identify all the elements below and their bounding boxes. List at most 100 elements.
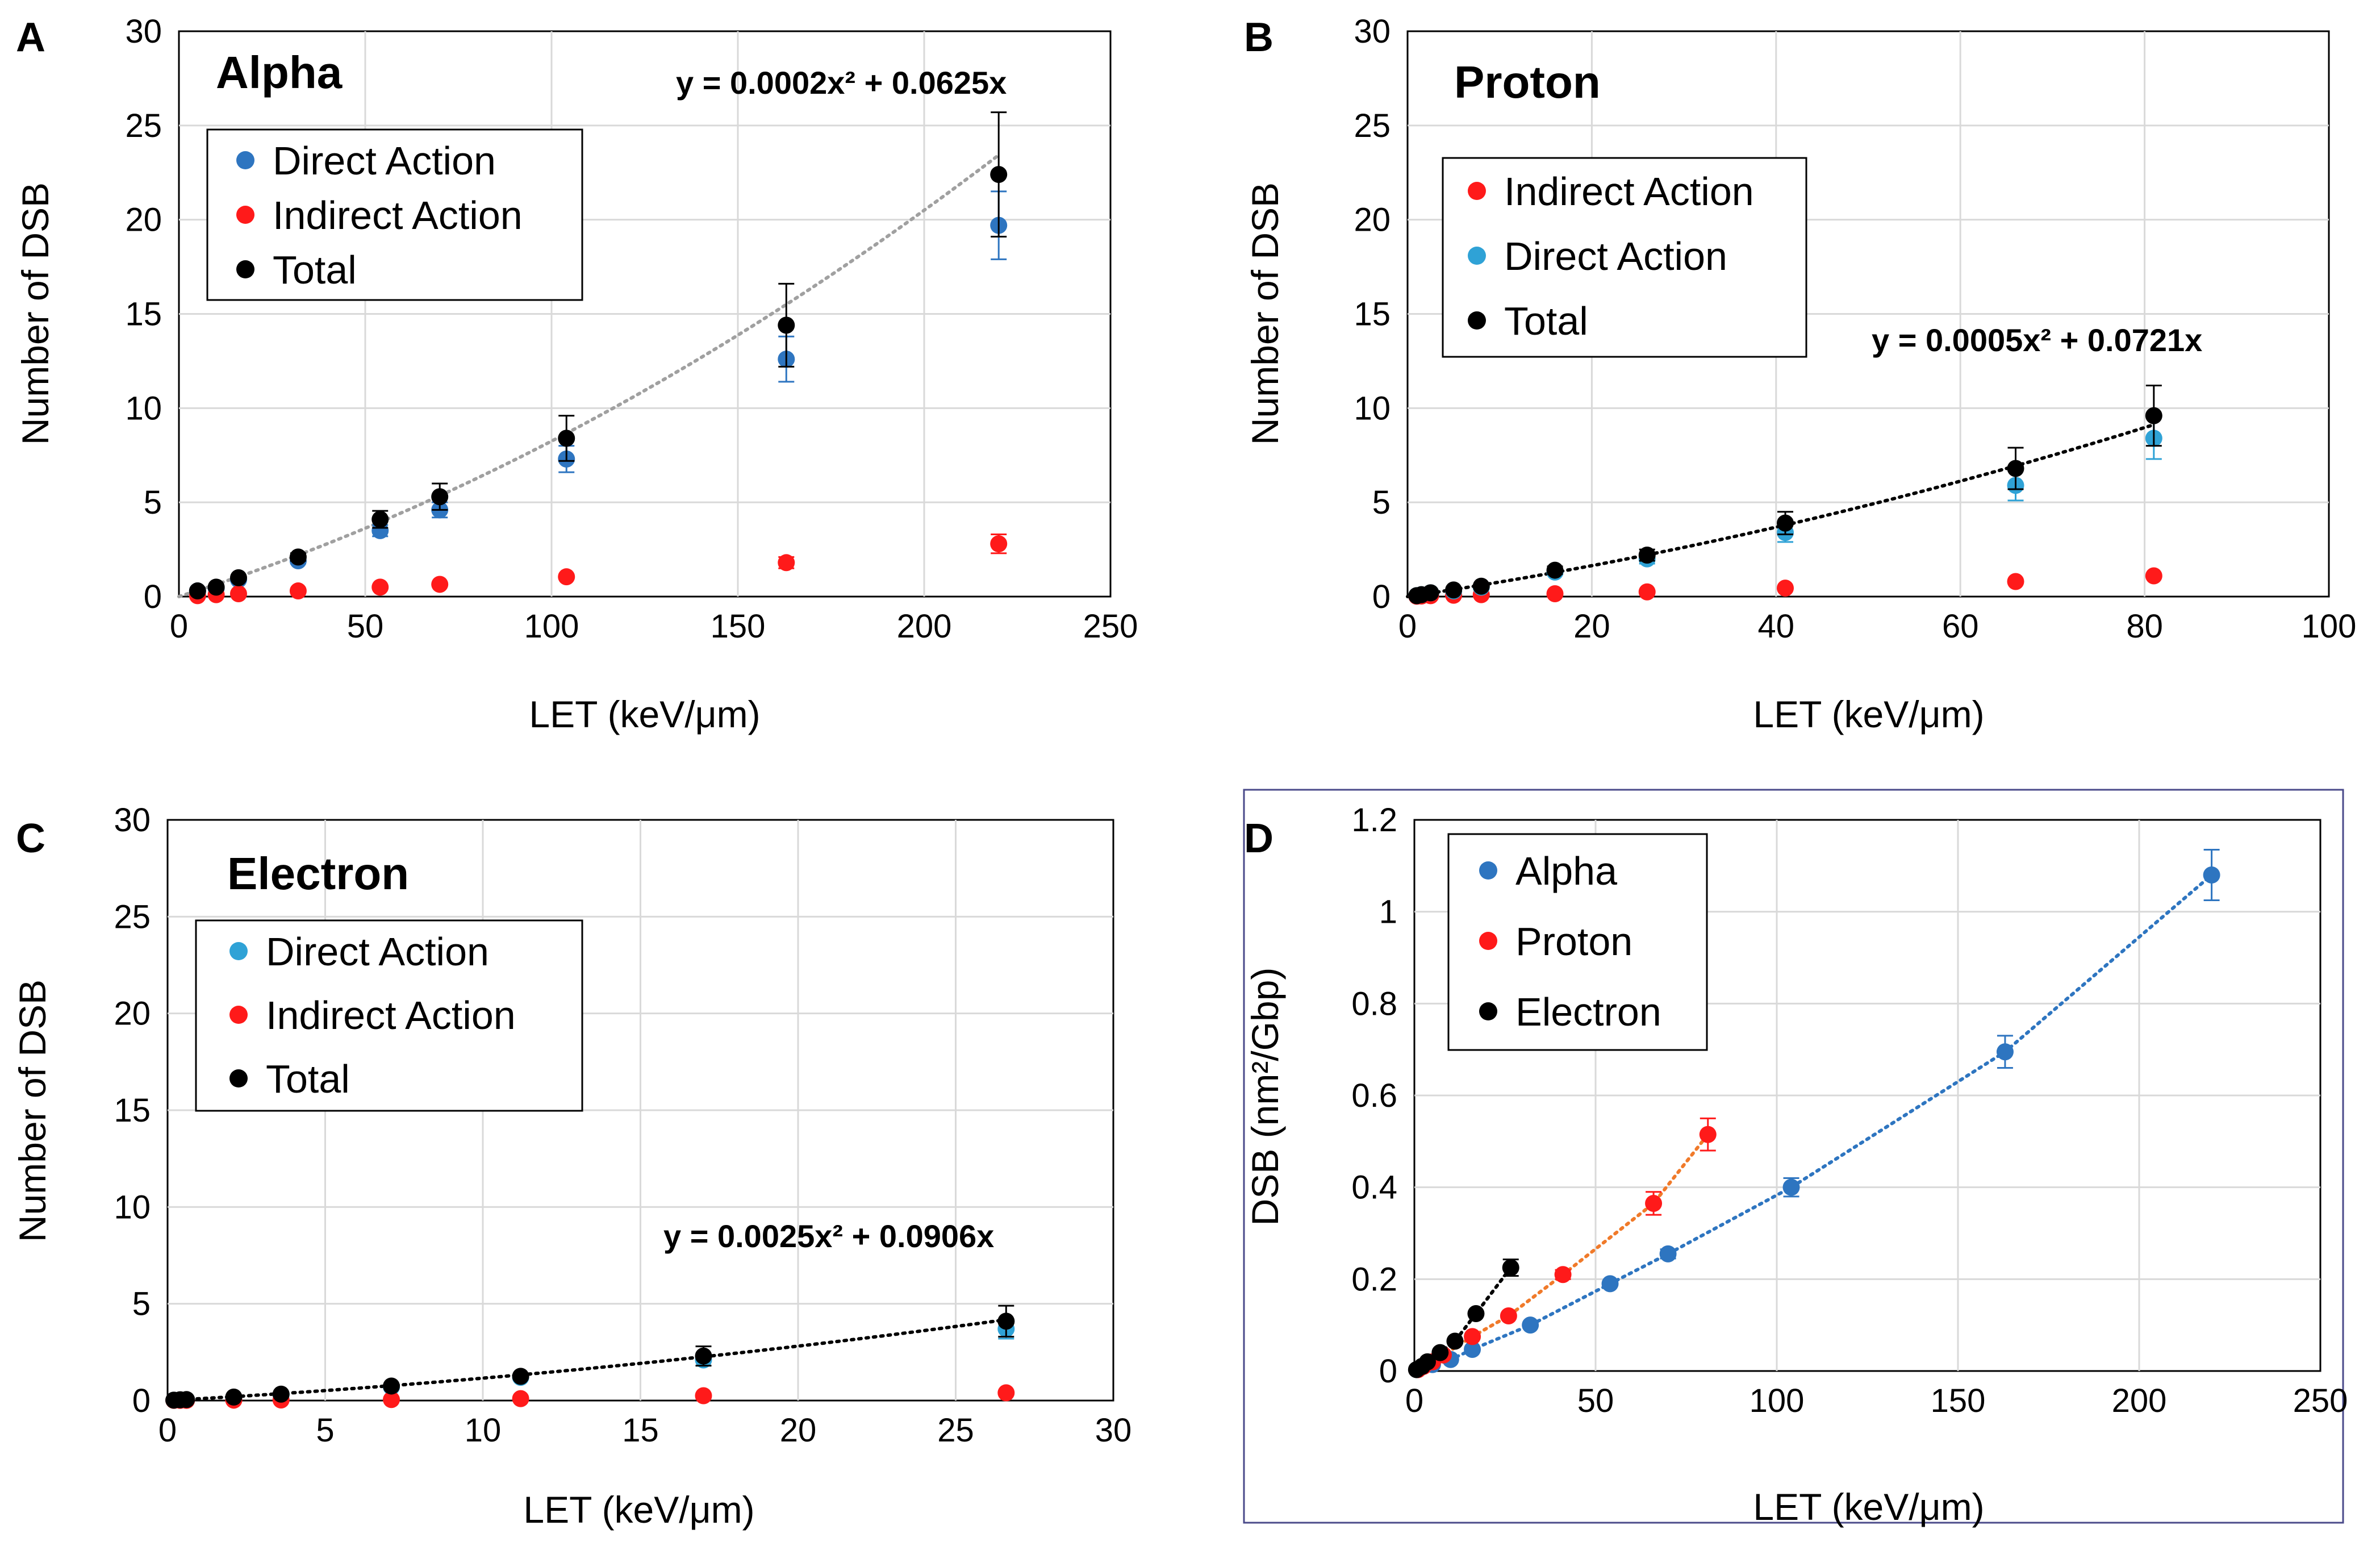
y-tick-label-d: 0	[1379, 1353, 1397, 1390]
data-point-a-indirect-action	[371, 578, 389, 596]
x-tick-label-b: 80	[2126, 608, 2163, 645]
y-tick-label-c: 5	[132, 1286, 151, 1323]
x-tick-label-b: 40	[1758, 608, 1795, 645]
data-point-b-indirect-action	[1777, 580, 1794, 597]
y-tick-label-b: 25	[1354, 107, 1391, 144]
data-point-b-indirect-action	[2145, 567, 2162, 585]
panel-c: C 0 5 10 15 20 25 30 0 5 10 15 20 25 30 Electron y = …	[11, 802, 1131, 1531]
data-point-d-alpha	[1522, 1316, 1539, 1334]
data-point-d-alpha	[1601, 1275, 1619, 1293]
data-point-d-electron	[1431, 1344, 1449, 1361]
fit-equation-b: y = 0.0005x² + 0.0721x	[1872, 322, 2202, 358]
legend-box-c	[195, 919, 583, 1112]
data-point-d-alpha	[1464, 1341, 1481, 1359]
fit-curve-c	[166, 1318, 1008, 1402]
y-tick-label-b: 10	[1354, 390, 1391, 427]
legend-box-a	[206, 128, 583, 301]
legend-label-d-0: Alpha	[1515, 849, 1617, 893]
y-tick-label-b: 30	[1354, 13, 1391, 50]
legend-marker-a-0	[236, 151, 254, 169]
x-tick-label-d: 250	[2293, 1382, 2348, 1419]
data-point-b-total	[1422, 584, 1439, 602]
legend-marker-c-0	[229, 942, 248, 960]
data-point-a-total	[189, 582, 206, 600]
legend-marker-d-2	[1479, 1002, 1497, 1020]
data-points-c	[165, 1305, 1015, 1409]
legend-label-b-1: Direct Action	[1504, 234, 1727, 278]
data-point-d-proton	[1554, 1266, 1572, 1284]
panel-title-a: Alpha	[216, 47, 343, 98]
data-points-b	[1408, 385, 2162, 605]
y-tick-label-b: 20	[1354, 202, 1391, 239]
data-point-c-total	[997, 1312, 1015, 1330]
fit-equation-c: y = 0.0025x² + 0.0906x	[663, 1218, 994, 1254]
panel-letter-a: A	[16, 15, 45, 60]
data-point-a-indirect-action	[990, 535, 1008, 553]
x-tick-label-c: 20	[780, 1412, 817, 1449]
data-point-d-alpha	[1659, 1245, 1677, 1262]
tick-labels-c: 0 5 10 15 20 25 30 0 5 10 15 20 25 30	[114, 802, 1131, 1449]
legend-c: Direct Action Indirect Action Total	[195, 919, 583, 1112]
panel-title-c: Electron	[227, 848, 409, 899]
y-tick-label-d: 0.8	[1351, 985, 1397, 1022]
legend-d: Alpha Proton Electron	[1447, 833, 1708, 1051]
x-tick-label-c: 15	[622, 1412, 659, 1449]
y-tick-label-a: 25	[125, 107, 162, 144]
y-tick-label-a: 20	[125, 202, 162, 239]
data-point-d-electron	[1418, 1353, 1436, 1370]
legend-label-a-1: Indirect Action	[273, 193, 523, 237]
y-tick-label-c: 20	[114, 995, 151, 1032]
data-point-a-total	[431, 488, 449, 506]
gridlines-a	[179, 31, 1110, 597]
legend-marker-d-0	[1479, 861, 1497, 880]
x-tick-label-b: 60	[1942, 608, 1979, 645]
fit-curves-a	[177, 153, 1001, 598]
legend-marker-c-2	[229, 1069, 248, 1087]
y-tick-label-c: 0	[132, 1382, 151, 1419]
x-tick-label-d: 200	[2112, 1382, 2167, 1419]
data-point-b-total	[1638, 547, 1656, 564]
data-point-a-indirect-action	[778, 554, 795, 572]
x-tick-label-c: 0	[158, 1412, 177, 1449]
legend-label-c-0: Direct Action	[266, 930, 489, 974]
legend-b: Indirect Action Direct Action Total	[1442, 157, 1807, 358]
x-tick-label-d: 100	[1749, 1382, 1805, 1419]
y-axis-label-b: Number of DSB	[1244, 182, 1286, 445]
legend-label-b-0: Indirect Action	[1504, 169, 1754, 214]
y-tick-label-d: 1.2	[1351, 802, 1397, 839]
y-tick-label-a: 0	[144, 578, 162, 615]
x-axis-label-a: LET (keV/μm)	[529, 693, 760, 735]
data-point-b-total	[2007, 460, 2024, 477]
x-axis-label-c: LET (keV/μm)	[523, 1489, 754, 1531]
y-tick-label-d: 0.6	[1351, 1077, 1397, 1114]
data-point-c-total	[695, 1347, 712, 1365]
panel-title-b: Proton	[1454, 57, 1601, 107]
data-point-b-indirect-action	[1638, 583, 1656, 601]
data-point-c-total	[178, 1391, 195, 1409]
x-tick-label-a: 150	[711, 608, 766, 645]
tick-labels-b: 0 20 40 60 80 100 0 5 10 15 20 25 30	[1354, 13, 2356, 645]
x-tick-label-a: 200	[897, 608, 952, 645]
data-point-c-indirect-action	[512, 1390, 529, 1407]
legend-marker-c-1	[229, 1006, 248, 1024]
legend-marker-b-1	[1468, 247, 1486, 265]
data-point-a-indirect-action	[229, 585, 247, 603]
x-tick-label-c: 5	[316, 1412, 334, 1449]
data-point-a-total	[558, 430, 575, 447]
legend-a: Direct Action Indirect Action Total	[206, 128, 583, 301]
y-tick-label-c: 10	[114, 1189, 151, 1226]
y-tick-label-b: 15	[1354, 296, 1391, 333]
fit-curves-c	[166, 1318, 1008, 1402]
y-tick-label-a: 10	[125, 390, 162, 427]
data-point-c-total	[512, 1368, 529, 1385]
y-tick-label-c: 25	[114, 898, 151, 935]
data-point-a-total	[778, 316, 795, 334]
data-point-d-alpha	[2203, 866, 2220, 884]
legend-marker-a-2	[236, 260, 254, 278]
x-tick-label-d: 50	[1577, 1382, 1614, 1419]
data-point-a-indirect-action	[431, 576, 449, 593]
panel-frame-d	[1243, 789, 2344, 1524]
x-tick-label-b: 0	[1398, 608, 1417, 645]
y-tick-label-d: 0.2	[1351, 1261, 1397, 1298]
data-point-d-alpha	[1782, 1178, 1800, 1196]
